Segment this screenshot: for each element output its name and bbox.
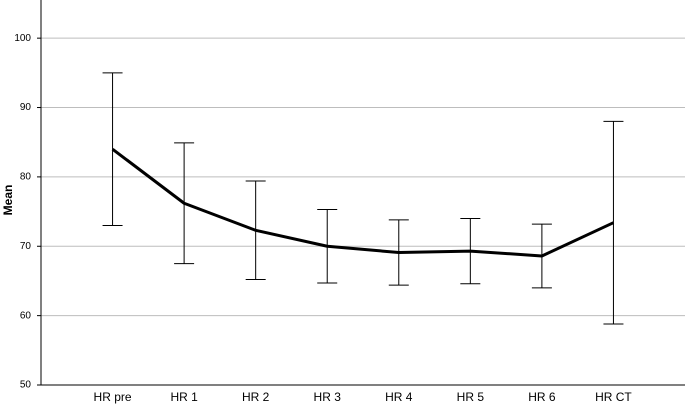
x-tick-label: HR 5 xyxy=(457,390,485,404)
y-tick-label: 80 xyxy=(20,172,32,183)
x-tick-label: HR pre xyxy=(94,390,132,404)
y-tick-label: 60 xyxy=(20,310,32,321)
y-tick-label: 100 xyxy=(14,33,31,44)
x-tick-label: HR CT xyxy=(595,390,632,404)
x-tick-label: HR 4 xyxy=(385,390,413,404)
y-tick-label: 90 xyxy=(20,102,32,113)
x-tick-label: HR 2 xyxy=(242,390,270,404)
y-tick-label: 50 xyxy=(20,380,32,391)
y-axis-label: Mean xyxy=(1,185,15,216)
y-tick-label: 70 xyxy=(20,241,32,252)
x-tick-label: HR 6 xyxy=(528,390,556,404)
x-tick-label: HR 3 xyxy=(314,390,342,404)
x-tick-label: HR 1 xyxy=(170,390,198,404)
line xyxy=(111,147,615,258)
